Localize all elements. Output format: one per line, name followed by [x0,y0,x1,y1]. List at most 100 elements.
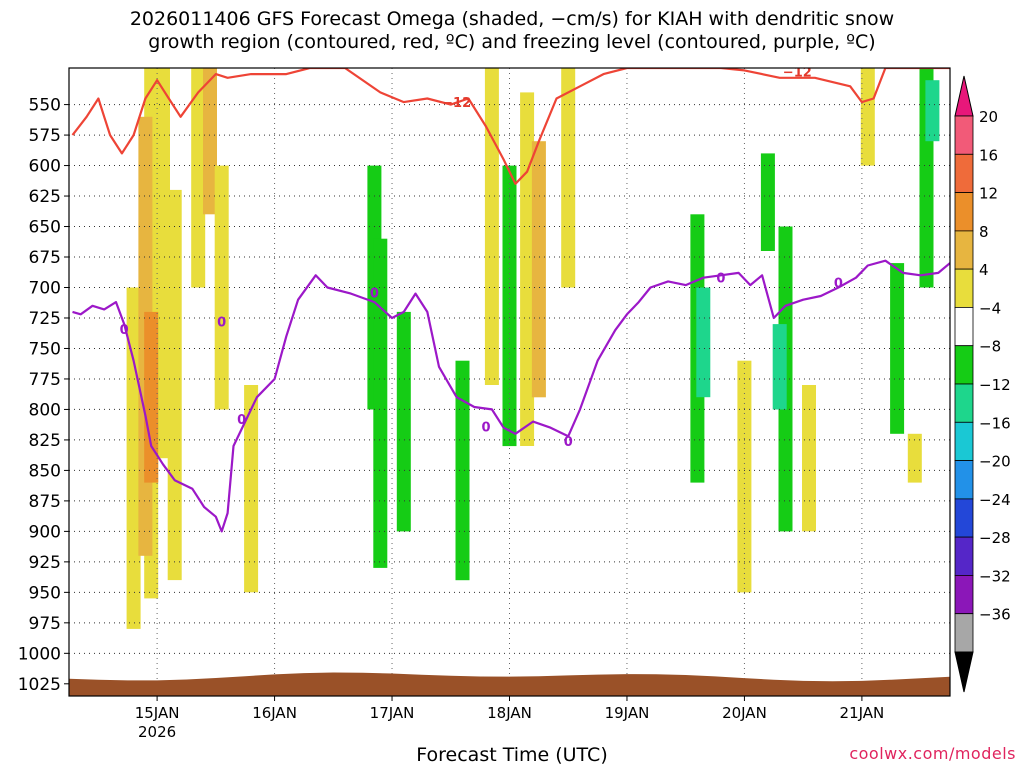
x-tick-label-21JAN: 21JAN [840,704,885,722]
colorbar-swatch-2 [954,192,974,232]
freezing-contour-label-6: 0 [716,272,725,287]
omega-cell-22 [760,153,775,251]
x-tick-label-20JAN: 20JAN [722,704,767,722]
omega-cell-30 [907,433,922,483]
y-tick-label-550: 550 [29,96,61,116]
y-tick-label-750: 750 [29,339,61,359]
omega-cell-24 [772,324,787,410]
freezing-contour-label-7: 0 [834,276,843,291]
colorbar-label-7: −12 [979,376,1011,394]
colorbar-swatch-12 [954,575,974,615]
x-axis-label: Forecast Time (UTC) [416,744,608,766]
freezing-contour-label-5: 0 [564,435,573,450]
colorbar-swatch-9 [954,460,974,500]
chart-title-line1: 2026011406 GFS Forecast Omega (shaded, −… [129,8,895,30]
colorbar-label-4: 4 [979,261,989,279]
y-tick-label-975: 975 [29,614,61,634]
x-tick-label-18JAN: 18JAN [487,704,532,722]
colorbar-swatch-3 [954,230,974,270]
terrain-surface [69,672,950,696]
colorbar-swatch-0 [954,115,974,155]
colorbar-label-8: −16 [979,414,1011,432]
colorbar-bottom-arrow [954,651,974,693]
colorbar-swatch-8 [954,421,974,461]
omega-cell-4 [144,311,159,483]
dgz-contour-label-0: −12 [442,96,471,111]
omega-cell-20 [696,287,711,398]
y-tick-label-825: 825 [29,431,61,451]
colorbar-label-1: 16 [979,146,998,164]
colorbar-label-11: −28 [979,529,1011,547]
omega-cell-15 [502,165,517,447]
colorbar-label-6: −8 [979,338,1001,356]
omega-cell-5 [167,189,182,581]
omega-cell-29 [925,80,940,142]
colorbar-top-arrow [954,75,974,117]
dgz-contour-label-1: −12 [783,66,812,81]
colorbar-swatch-6 [954,345,974,385]
omega-cell-13 [455,360,470,581]
omega-cell-11 [373,238,388,568]
omega-cell-7 [203,68,217,215]
x-tick-label-19JAN: 19JAN [605,704,650,722]
y-tick-label-775: 775 [29,370,61,390]
chart-title-line2: growth region (contoured, red, ºC) and f… [148,31,876,53]
colorbar-label-5: −4 [979,299,1001,317]
y-tick-label-800: 800 [29,400,61,420]
colorbar-label-10: −24 [979,491,1011,509]
freezing-contour-label-3: 0 [370,286,379,301]
colorbar-swatch-11 [954,536,974,576]
colorbar-label-0: 20 [979,108,998,126]
colorbar-swatch-13 [954,613,974,653]
freezing-contour-label-0: 0 [120,323,129,338]
omega-cell-6 [191,68,206,288]
x-tick-label-15JAN: 15JAN [135,704,180,722]
omega-cell-21 [737,360,752,593]
y-tick-label-650: 650 [29,218,61,238]
freezing-level-line [72,259,950,533]
y-tick-label-700: 700 [29,278,61,298]
site-credit: coolwx.com/models [849,744,1016,763]
plot-frame [68,67,951,697]
y-tick-label-600: 600 [29,157,61,177]
colorbar-label-12: −32 [979,567,1011,585]
omega-cell-27 [890,263,905,434]
colorbar-label-2: 12 [979,185,998,203]
omega-cell-8 [214,165,229,410]
omega-cell-17 [531,141,546,398]
y-tick-label-875: 875 [29,492,61,512]
y-tick-label-575: 575 [29,126,61,146]
freezing-contour-label-1: 0 [217,316,226,331]
colorbar-label-13: −36 [979,606,1011,624]
colorbar-swatch-7 [954,383,974,423]
y-tick-label-850: 850 [29,461,61,481]
x-tick-label-16JAN: 16JAN [252,704,297,722]
colorbar-swatch-10 [954,498,974,538]
omega-cell-25 [802,385,816,532]
y-tick-label-625: 625 [29,187,61,207]
x-tick-label-17JAN: 17JAN [370,704,415,722]
y-tick-label-950: 950 [29,583,61,603]
omega-cell-14 [484,68,499,385]
colorbar-swatch-1 [954,153,974,194]
y-tick-label-925: 925 [29,553,61,573]
dgz-contour-line [71,68,950,185]
colorbar-swatch-4 [954,268,974,308]
omega-cell-18 [561,68,576,288]
freezing-contour-label-2: 0 [237,413,246,428]
colorbar-label-9: −20 [979,453,1011,471]
y-tick-label-900: 900 [29,522,61,542]
omega-cell-16 [520,92,535,447]
y-tick-label-1000: 1000 [18,644,61,664]
freezing-contour-label-4: 0 [481,420,490,435]
omega-cell-26 [860,68,875,166]
x-year-label: 2026 [138,723,176,741]
omega-cell-12 [396,311,411,532]
y-tick-label-725: 725 [29,309,61,329]
omega-cell-9 [244,385,259,593]
colorbar-swatch-5 [954,306,974,347]
y-tick-label-675: 675 [29,248,61,268]
y-tick-label-1025: 1025 [18,675,61,695]
colorbar-label-3: 8 [979,223,989,241]
